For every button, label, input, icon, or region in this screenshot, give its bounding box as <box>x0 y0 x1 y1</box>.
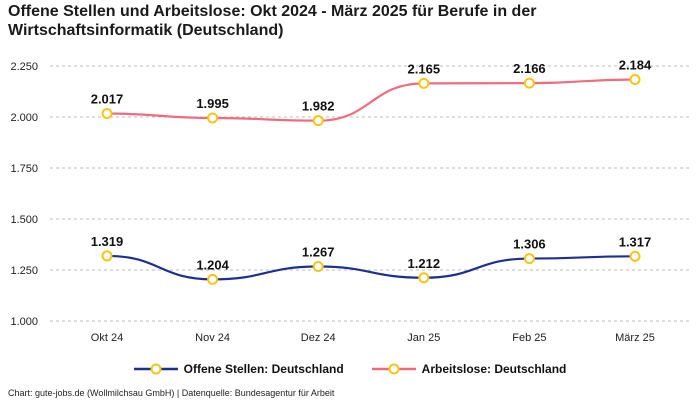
data-point <box>523 77 535 89</box>
series-line-0 <box>106 254 636 281</box>
legend-swatch-arbeitslose <box>371 363 416 375</box>
data-point <box>207 273 219 285</box>
data-point <box>101 108 113 120</box>
data-label: 2.165 <box>408 61 441 76</box>
y-axis-ticks: 1.000 1.250 1.500 1.750 2.000 2.250 <box>10 61 38 328</box>
data-points <box>101 73 641 285</box>
data-label: 1.204 <box>196 257 229 272</box>
x-axis-ticks: Okt 24 Nov 24 Dez 24 Jan 25 Feb 25 März 25 <box>91 332 655 344</box>
x-tick-label: März 25 <box>615 332 655 344</box>
y-tick-label: 1.500 <box>10 214 38 226</box>
grid-lines <box>50 65 690 322</box>
x-tick-label: Dez 24 <box>301 332 336 344</box>
data-point <box>629 250 641 262</box>
legend: Offene Stellen: Deutschland Arbeitslose:… <box>0 362 700 376</box>
series-lines <box>106 78 636 281</box>
data-labels: 1.319 1.204 1.267 1.212 1.306 1.317 2.017 1.995… <box>91 57 652 272</box>
data-label: 1.995 <box>196 96 229 111</box>
data-label: 2.017 <box>91 92 124 107</box>
y-tick-label: 1.250 <box>10 265 38 277</box>
y-tick-label: 1.750 <box>10 163 38 175</box>
legend-item-arbeitslose[interactable]: Arbeitslose: Deutschland <box>371 362 567 376</box>
data-point <box>418 272 430 284</box>
data-label: 2.166 <box>513 61 546 76</box>
data-label: 1.212 <box>408 256 441 271</box>
y-tick-label: 2.000 <box>10 112 38 124</box>
data-label: 1.319 <box>91 234 124 249</box>
chart-source-footer: Chart: gute-jobs.de (Wollmilchsau GmbH) … <box>8 388 335 398</box>
data-label: 2.184 <box>619 57 652 72</box>
legend-swatch-offene-stellen <box>133 363 178 375</box>
data-point <box>312 115 324 127</box>
legend-label-arbeitslose: Arbeitslose: Deutschland <box>421 362 567 376</box>
data-point <box>629 73 641 85</box>
y-tick-label: 1.000 <box>10 316 38 328</box>
data-label: 1.267 <box>302 245 335 260</box>
data-point <box>523 253 535 265</box>
data-point <box>101 250 113 262</box>
x-tick-label: Feb 25 <box>512 332 546 344</box>
chart-title: Offene Stellen und Arbeitslose: Okt 2024… <box>8 3 537 39</box>
data-label: 1.306 <box>513 237 546 252</box>
line-chart: 1.000 1.250 1.500 1.750 2.000 2.250 Okt 24 Nov… <box>10 57 690 344</box>
x-tick-label: Nov 24 <box>195 332 230 344</box>
series-line-1 <box>106 78 636 122</box>
data-point <box>418 77 430 89</box>
data-point <box>207 112 219 124</box>
x-tick-label: Okt 24 <box>91 332 123 344</box>
y-tick-label: 2.250 <box>10 61 38 73</box>
data-label: 1.317 <box>619 234 652 249</box>
data-point <box>312 261 324 273</box>
x-tick-label: Jan 25 <box>407 332 440 344</box>
legend-label-offene-stellen: Offene Stellen: Deutschland <box>183 362 344 376</box>
data-label: 1.982 <box>302 99 335 114</box>
legend-item-offene-stellen[interactable]: Offene Stellen: Deutschland <box>133 362 344 376</box>
